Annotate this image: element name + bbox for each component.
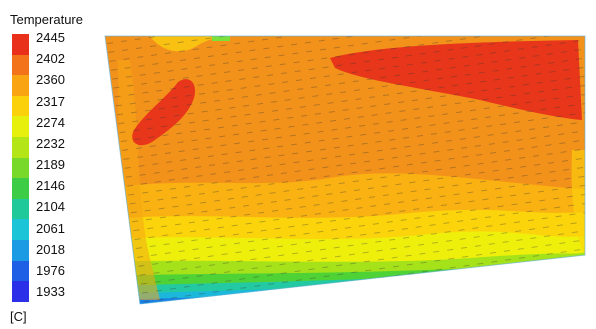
legend-level-label: 2360: [36, 72, 65, 88]
legend-level-label: 2061: [36, 220, 65, 236]
legend-level-label: 1933: [36, 284, 65, 299]
legend-swatch: [12, 34, 29, 55]
legend-unit: [C]: [10, 309, 27, 324]
legend-swatch: [12, 178, 29, 199]
legend-swatch: [12, 54, 29, 76]
legend-color-bar: [12, 34, 29, 302]
legend-swatch: [12, 95, 29, 117]
legend-swatch: [12, 219, 29, 241]
legend-swatch: [12, 75, 29, 96]
legend-level-label: 2445: [36, 30, 65, 45]
legend-level-label: 2274: [36, 114, 65, 130]
legend-level-label: 2232: [36, 135, 65, 151]
legend-level-label: 2317: [36, 93, 65, 109]
legend-swatch: [12, 116, 29, 138]
legend-labels: 2445 2402 2360 2317 2274 2232 2189 2146 2104 2061…: [36, 30, 96, 302]
legend-level-label: 2018: [36, 241, 65, 257]
domain-outline: [104, 35, 586, 305]
legend-swatch: [12, 157, 29, 179]
legend-swatch: [12, 281, 29, 302]
contour-bands: [105, 36, 585, 304]
legend-title: Temperature: [10, 12, 83, 27]
legend-swatch: [12, 198, 29, 220]
velocity-vectors: [105, 36, 585, 304]
legend-swatch: [12, 260, 29, 282]
legend-level-label: 2146: [36, 178, 65, 194]
legend-swatch: [12, 137, 29, 158]
legend-level-label: 1976: [36, 262, 65, 278]
legend-swatch: [12, 240, 29, 261]
legend-level-label: 2402: [36, 51, 65, 67]
legend-level-label: 2104: [36, 199, 65, 215]
legend-level-label: 2189: [36, 157, 65, 172]
